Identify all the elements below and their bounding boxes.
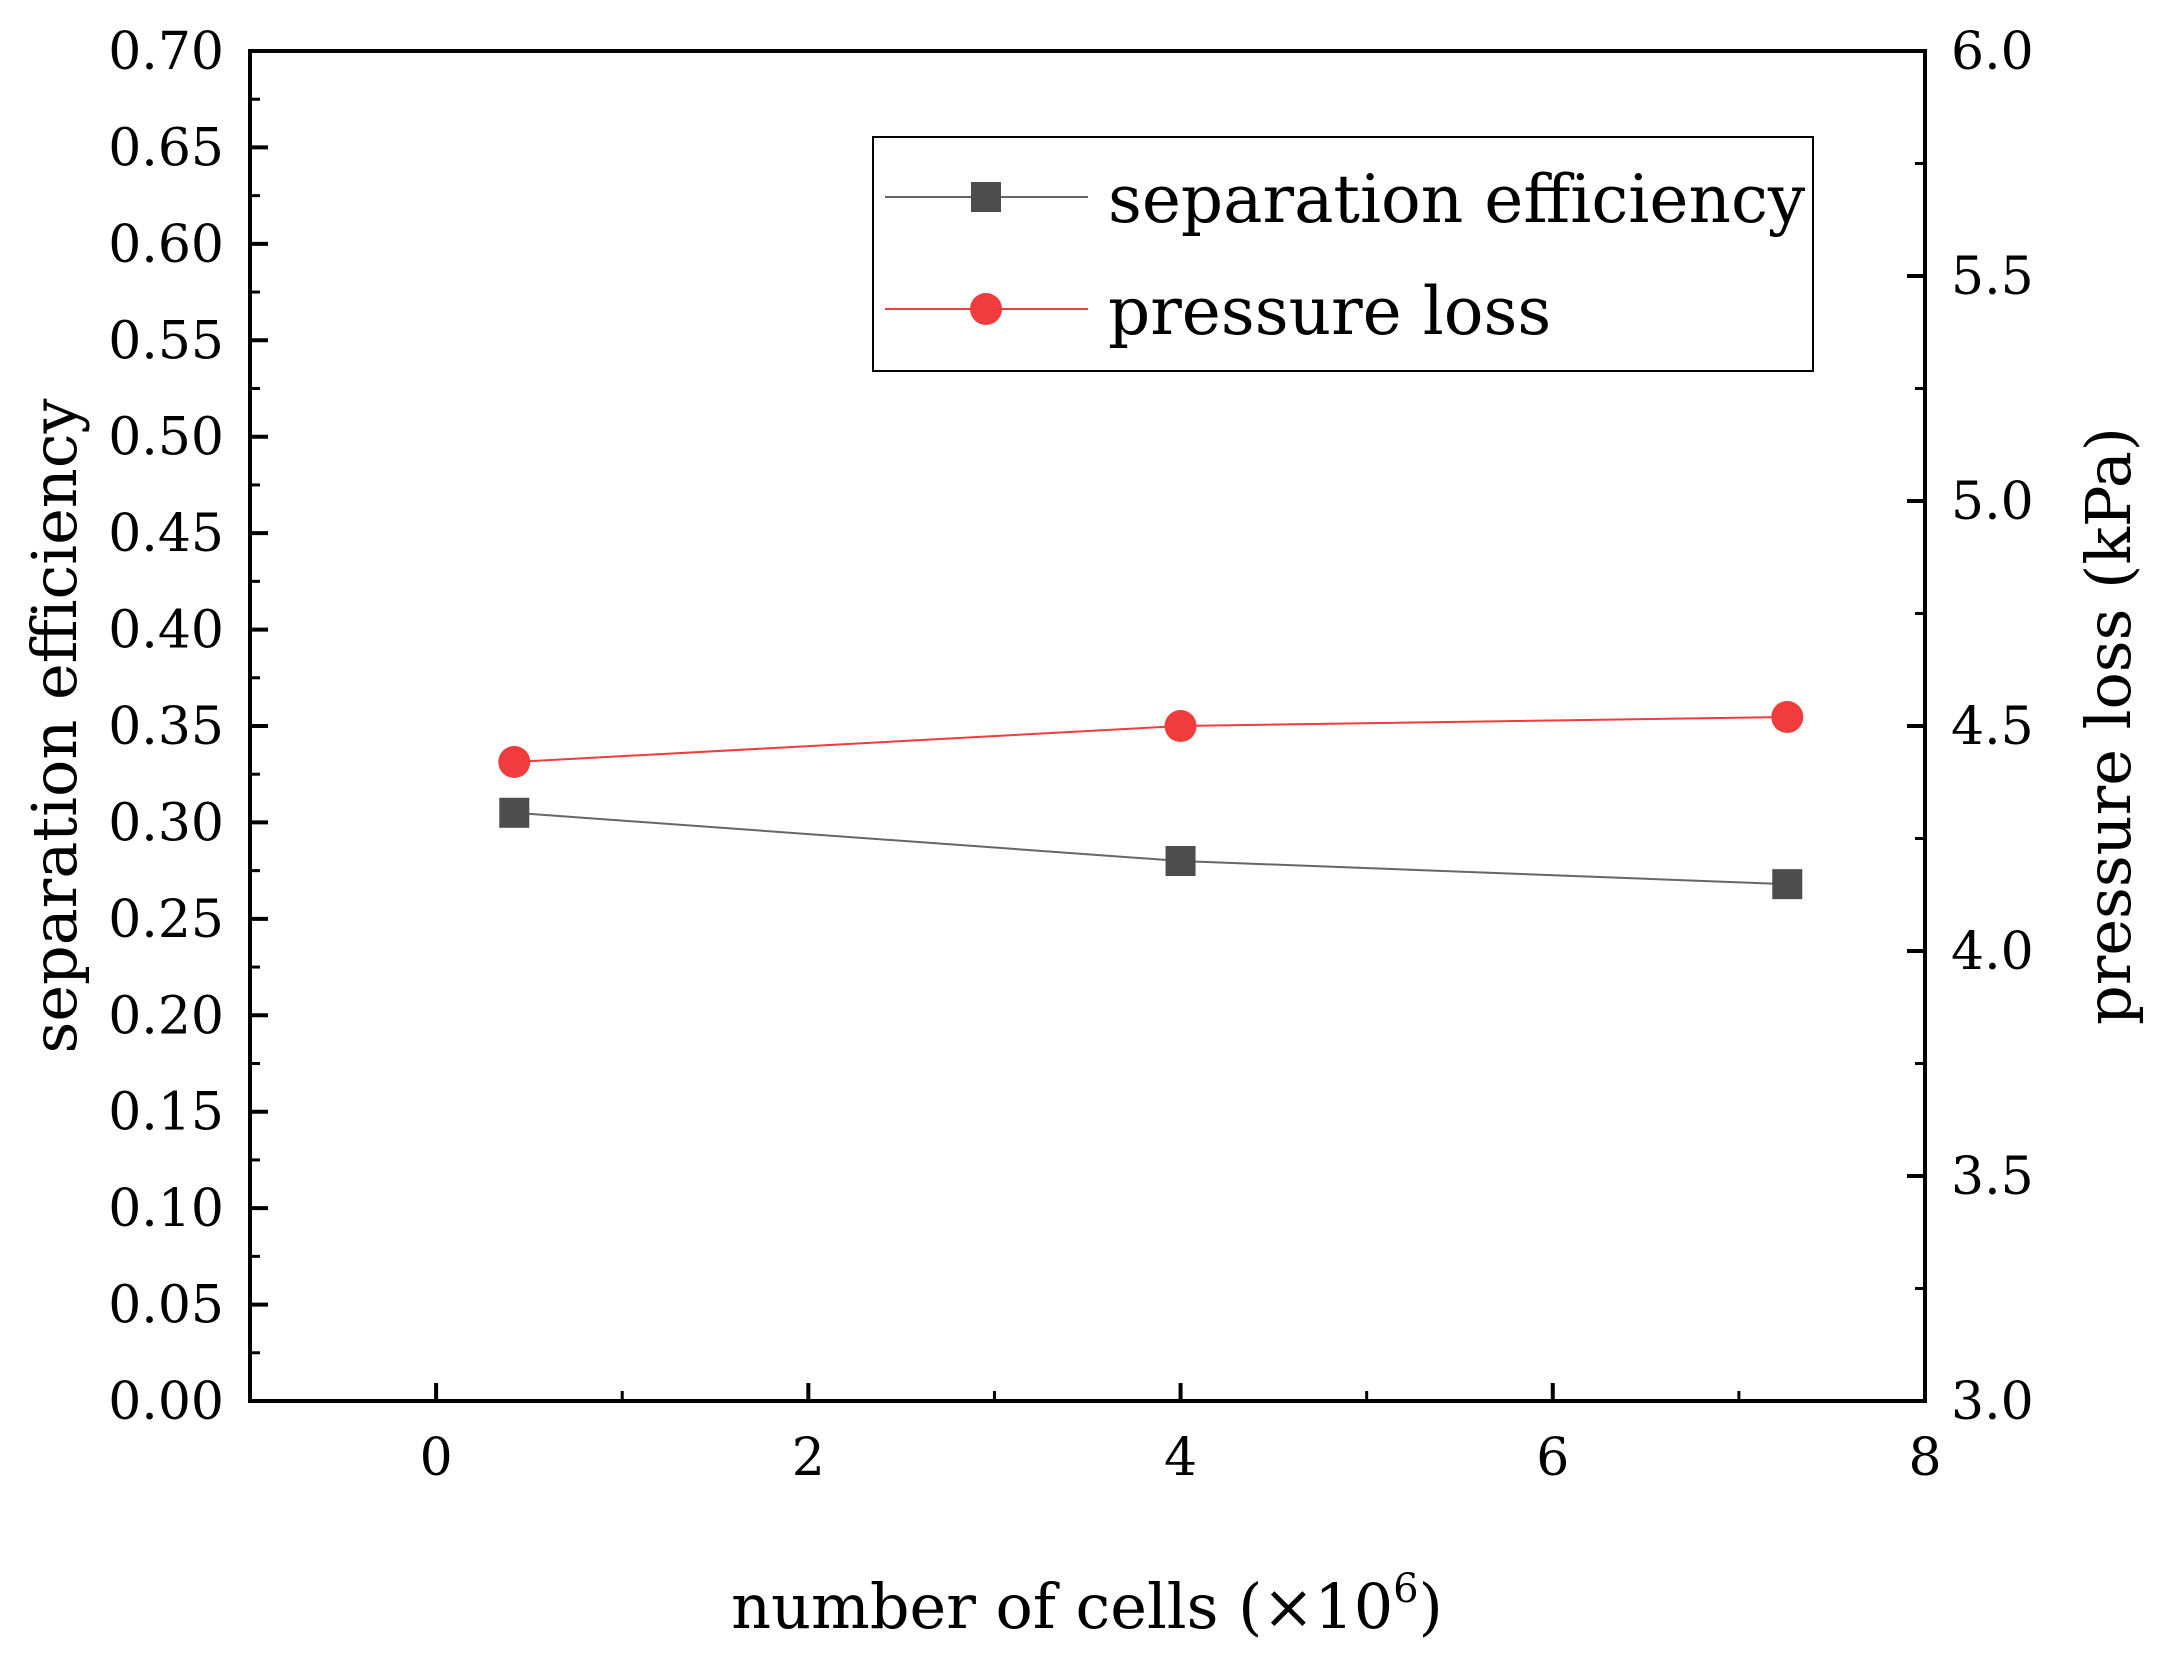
data-point-separation-efficiency (1772, 869, 1803, 900)
series-line-pressure-loss (514, 716, 1788, 763)
legend-marker-separation-efficiency (971, 182, 1001, 212)
data-point-separation-efficiency (499, 797, 530, 828)
y-left-tick-label: 0.15 (108, 1083, 224, 1143)
y-left-tick-label: 0.30 (108, 793, 224, 853)
y-left-tick-label: 0.20 (108, 986, 224, 1046)
y-right-tick-label: 5.0 (1951, 472, 2034, 532)
data-point-separation-efficiency (1165, 846, 1196, 876)
x-tick-label: 4 (1164, 1428, 1197, 1488)
y-right-axis-ticks: 3.0 3.5 4.0 4.5 5.0 5.5 6.0 (1907, 22, 2034, 1432)
y-left-axis-ticks: 0.00 0.05 0.10 0.15 0.20 0.25 0.30 0.35 0.40 0.45… (108, 22, 268, 1432)
legend-marker-pressure-loss (970, 293, 1002, 325)
y-left-tick-label: 0.55 (108, 311, 224, 371)
y-right-tick-label: 4.5 (1951, 697, 2034, 757)
x-tick-label: 6 (1536, 1428, 1569, 1488)
series-line-separation-efficiency (514, 811, 1788, 886)
legend-label-pressure-loss: pressure loss (1108, 273, 1551, 350)
y-right-tick-label: 5.5 (1951, 247, 2034, 307)
data-point-pressure-loss (1164, 710, 1197, 742)
legend-box (872, 136, 1814, 372)
y-left-tick-label: 0.50 (108, 408, 224, 468)
y-left-tick-label: 0.25 (108, 890, 224, 950)
y-right-tick-label: 4.0 (1951, 922, 2034, 982)
y-left-tick-label: 0.10 (108, 1179, 224, 1239)
x-axis-ticks: 0 2 4 6 8 (420, 1383, 1942, 1488)
legend: separation efficiency pressure loss (872, 136, 1814, 372)
y-right-axis-title: pressure loss (kPa) (2072, 427, 2145, 1025)
x-axis-title: number of cells (×106) (731, 1566, 1443, 1643)
data-point-pressure-loss (1771, 701, 1804, 733)
y-left-axis-title: separation efficiency (18, 399, 91, 1054)
y-left-tick-label: 0.60 (108, 215, 224, 275)
y-left-tick-label: 0.05 (108, 1276, 224, 1336)
y-left-tick-label: 0.40 (108, 601, 224, 661)
data-point-pressure-loss (498, 746, 531, 778)
y-left-tick-label: 0.00 (108, 1372, 224, 1432)
x-tick-label: 0 (420, 1428, 453, 1488)
x-tick-label: 2 (792, 1428, 825, 1488)
x-tick-label: 8 (1908, 1428, 1941, 1488)
y-left-tick-label: 0.70 (108, 22, 224, 82)
y-right-tick-label: 3.0 (1951, 1372, 2034, 1432)
y-left-tick-label: 0.35 (108, 697, 224, 757)
legend-label-separation-efficiency: separation efficiency (1108, 161, 1806, 238)
series-layer (498, 701, 1804, 900)
y-left-tick-label: 0.65 (108, 118, 224, 178)
y-left-tick-label: 0.45 (108, 504, 224, 564)
y-right-tick-label: 6.0 (1951, 22, 2034, 82)
y-right-tick-label: 3.5 (1951, 1147, 2034, 1207)
